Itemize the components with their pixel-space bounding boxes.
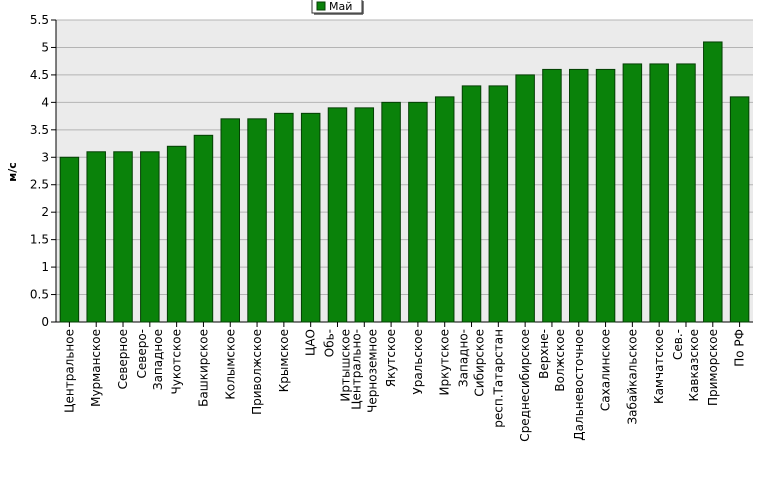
bar — [220, 118, 240, 323]
y-tick-label: 1.5 — [30, 233, 49, 247]
legend-label: Май — [329, 0, 352, 13]
bar — [729, 96, 750, 323]
bar — [569, 68, 589, 323]
y-tick-label: 0.5 — [30, 288, 49, 302]
y-tick-label: 1 — [41, 260, 49, 274]
x-tick-label: Обь- — [322, 329, 336, 357]
x-tick-label: Сахалинское — [599, 329, 613, 411]
bar — [703, 41, 723, 323]
x-tick-label: Крымское — [277, 329, 291, 392]
x-tick-label: Верхне- — [537, 329, 551, 379]
bar — [166, 145, 187, 323]
x-tick-label: Иртышское — [338, 329, 352, 402]
bar — [542, 68, 562, 323]
y-tick-label: 3 — [41, 150, 49, 164]
x-tick-label: Сев.- — [671, 329, 685, 360]
x-tick-label: Западно- — [457, 329, 471, 387]
y-axis-label: м/с — [6, 162, 19, 182]
bar — [86, 151, 106, 323]
legend-swatch — [316, 1, 326, 11]
bar — [300, 112, 321, 323]
x-axis-labels: Центральное Мурманское Северное Северо- Запа… — [62, 322, 747, 442]
bar — [140, 151, 160, 323]
x-tick-label: По РФ — [733, 329, 747, 367]
x-tick-label: Башкирское — [196, 329, 210, 407]
x-tick-label: Сибирское — [473, 329, 487, 397]
x-tick-label: Иркутское — [438, 329, 452, 396]
y-tick-label: 2.5 — [30, 178, 49, 192]
x-tick-label: Центрально- — [349, 329, 363, 410]
x-tick-label: Камчатское — [652, 329, 666, 404]
bar — [274, 112, 294, 323]
x-tick-label: респ.Татарстан — [491, 329, 505, 428]
x-tick-label: Центральное — [62, 329, 76, 413]
bar — [488, 85, 509, 323]
bar — [461, 85, 482, 323]
x-tick-label: Уральское — [411, 329, 425, 395]
y-tick-label: 0 — [41, 315, 49, 329]
y-tick-label: 4 — [41, 95, 49, 109]
x-tick-label: Забайкальское — [625, 329, 639, 425]
x-tick-label: Кавказское — [687, 329, 701, 402]
bar — [354, 107, 375, 323]
x-tick-label: Волжское — [553, 329, 567, 392]
legend: Май — [311, 0, 364, 15]
x-tick-label: Приморское — [706, 329, 720, 406]
x-tick-label: Мурманское — [89, 329, 103, 407]
bar — [622, 63, 643, 323]
y-tick-label: 3.5 — [30, 123, 49, 137]
bar — [113, 151, 133, 323]
y-tick-label: 2 — [41, 205, 49, 219]
x-tick-label: Северо- — [135, 329, 149, 379]
bar — [193, 134, 214, 323]
plot-area — [56, 20, 753, 322]
y-tick-label: 5 — [41, 40, 49, 54]
bar — [676, 63, 696, 323]
bars — [59, 41, 750, 323]
x-tick-label: Дальневосточное — [572, 329, 586, 441]
x-tick-label: Приволжское — [250, 329, 264, 415]
bar — [59, 156, 80, 323]
x-tick-label: Чукотское — [170, 329, 184, 394]
bar — [649, 63, 669, 323]
bar — [515, 74, 535, 323]
x-tick-label: Колымское — [223, 329, 237, 400]
bar — [595, 68, 616, 323]
bar — [247, 118, 267, 323]
bar — [327, 107, 348, 323]
y-tick-label: 4.5 — [30, 68, 49, 82]
x-tick-label: Черноземное — [365, 329, 379, 413]
bar — [434, 96, 455, 323]
x-tick-label: Среднесибирское — [518, 329, 532, 442]
x-tick-label: Якутское — [384, 329, 398, 387]
bar — [381, 101, 401, 323]
bar — [408, 101, 428, 323]
x-tick-label: Северное — [116, 329, 130, 389]
x-tick-label: Западное — [151, 329, 165, 390]
y-tick-label: 5.5 — [30, 13, 49, 27]
x-tick-label: ЦАО — [304, 329, 318, 356]
